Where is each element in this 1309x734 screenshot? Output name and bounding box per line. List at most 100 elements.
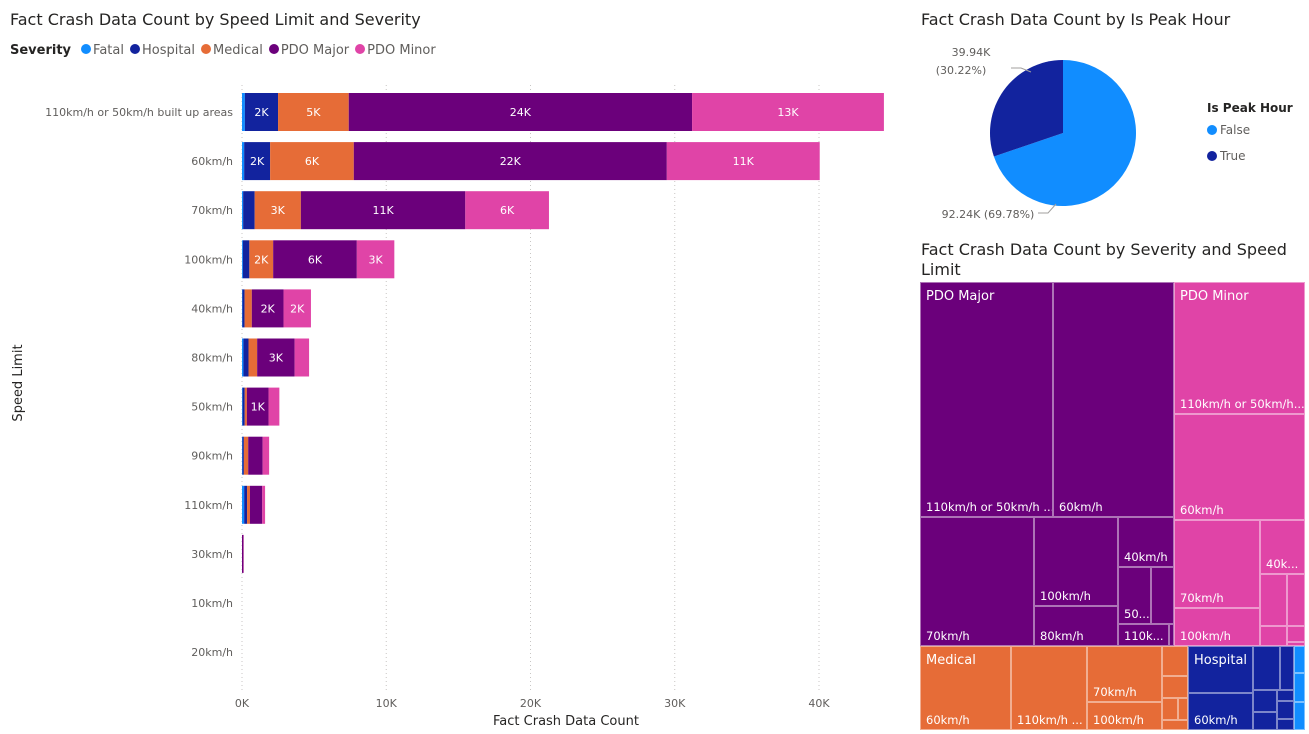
- pie-legend-true[interactable]: True: [1219, 149, 1246, 163]
- treemap-cell-medical[interactable]: Medical 60km/h: [920, 646, 1011, 730]
- y-tick-label: 80km/h: [191, 352, 233, 365]
- bar-segment-fatal: [242, 387, 243, 426]
- legend-item-fatal[interactable]: Fatal: [81, 43, 124, 58]
- treemap-cell-pdo-minor[interactable]: [1287, 642, 1305, 646]
- treemap-cell-hospital[interactable]: [1280, 646, 1294, 690]
- treemap-cell-fatal[interactable]: [1294, 646, 1305, 673]
- bar-segment-hospital: [244, 93, 279, 131]
- treemap-cell-hospital[interactable]: 60km/h: [1188, 693, 1253, 730]
- treemap-cell-pdo-major[interactable]: 60km/h: [1053, 282, 1174, 517]
- treemap-cell-pdo-minor[interactable]: 70km/h: [1174, 520, 1260, 608]
- treemap-cell-hospital[interactable]: [1253, 690, 1277, 712]
- pie-legend-false[interactable]: False: [1220, 123, 1250, 137]
- bar-segment-pdo-major: [257, 338, 295, 377]
- y-tick-label: 40km/h: [191, 302, 233, 315]
- treemap-cell-medical[interactable]: [1162, 720, 1188, 730]
- treemap-cell-label: 100km/h: [1093, 713, 1144, 727]
- treemap-group-label: PDO Minor: [1180, 289, 1249, 304]
- treemap-cell-pdo-minor[interactable]: 60km/h: [1174, 414, 1305, 520]
- treemap-cell-hospital[interactable]: [1253, 712, 1277, 730]
- legend-item-pdo-major[interactable]: PDO Major: [268, 43, 349, 58]
- treemap-cell-hospital[interactable]: [1277, 690, 1294, 701]
- bar-segment-fatal: [242, 240, 243, 279]
- treemap-cell-label: 100km/h: [1040, 589, 1091, 603]
- bar-segment-pdo-minor: [283, 289, 311, 328]
- bar-segment-hospital: [242, 289, 245, 328]
- y-tick-label: 20km/h: [191, 646, 233, 659]
- treemap-cell-hospital[interactable]: [1253, 646, 1280, 690]
- data-label: 3K: [368, 253, 383, 266]
- treemap-cell-label: 70km/h: [1093, 685, 1137, 699]
- bar-segment-pdo-major: [348, 93, 693, 131]
- x-tick-label: 20K: [520, 697, 542, 710]
- bar-segment-pdo-major: [353, 142, 667, 181]
- treemap-cell-pdo-major[interactable]: 100km/h: [1034, 517, 1118, 606]
- data-label: 2K: [290, 302, 305, 315]
- data-label: 6K: [500, 204, 515, 217]
- pie-slice-true: [990, 60, 1063, 157]
- data-label: 1K: [251, 401, 266, 414]
- bar-segment-pdo-minor: [262, 485, 266, 524]
- y-tick-label: 70km/h: [191, 204, 233, 217]
- legend-item-medical[interactable]: Medical: [201, 43, 263, 58]
- treemap-cell-pdo-minor[interactable]: 100km/h: [1174, 608, 1260, 646]
- data-label: 2K: [254, 106, 269, 119]
- bar-segment-medical: [249, 240, 274, 279]
- y-tick-label: 50km/h: [191, 401, 233, 414]
- legend-item-pdo-minor[interactable]: PDO Minor: [355, 43, 436, 58]
- treemap-cell-hospital[interactable]: Hospital: [1188, 646, 1253, 693]
- bar-legend: Severity Fatal Hospital Medical PDO Majo…: [10, 43, 436, 58]
- treemap-cell-medical[interactable]: [1162, 698, 1178, 720]
- treemap-cell-medical[interactable]: [1162, 646, 1188, 676]
- treemap-cell-pdo-minor[interactable]: [1260, 626, 1287, 646]
- treemap-cell-label: 70km/h: [926, 629, 970, 643]
- y-tick-label: 110km/h or 50km/h built up areas: [45, 106, 233, 119]
- treemap-cell-pdo-minor[interactable]: [1260, 574, 1287, 626]
- treemap-cell-pdo-minor[interactable]: PDO Minor 110km/h or 50km/h...: [1174, 282, 1305, 414]
- bar-segment-pdo-major: [300, 191, 466, 230]
- treemap-cell-hospital[interactable]: [1277, 701, 1294, 719]
- data-label: 6K: [308, 253, 323, 266]
- treemap-group-label: PDO Major: [926, 289, 995, 304]
- bar-segment-medical: [244, 289, 252, 328]
- bar-segment-hospital: [243, 191, 255, 230]
- treemap-cell-fatal[interactable]: [1294, 702, 1305, 730]
- bar-segment-medical: [254, 191, 301, 230]
- bar-segment-medical: [244, 387, 247, 426]
- data-label: 2K: [261, 302, 276, 315]
- treemap-cell-pdo-major[interactable]: [1169, 624, 1174, 646]
- treemap-cell-pdo-major[interactable]: 70km/h: [920, 517, 1034, 646]
- treemap-cell-pdo-major[interactable]: [1151, 567, 1174, 624]
- pie-label-true-value: 39.94K: [952, 46, 991, 59]
- bar-segment-pdo-major: [242, 534, 244, 573]
- treemap-cell-medical[interactable]: 70km/h: [1087, 646, 1162, 702]
- bar-segment-fatal: [242, 485, 245, 524]
- treemap-cell-pdo-minor[interactable]: [1287, 574, 1305, 626]
- pie-legend-false-dot: [1207, 125, 1217, 135]
- treemap-cell-pdo-minor[interactable]: [1287, 626, 1305, 642]
- treemap-cell-fatal[interactable]: [1294, 673, 1305, 702]
- pie-label-false: 92.24K (69.78%): [942, 208, 1035, 221]
- bar-chart-title: Fact Crash Data Count by Speed Limit and…: [10, 10, 421, 29]
- treemap-cell-pdo-major[interactable]: PDO Major 110km/h or 50km/h ...: [920, 282, 1053, 517]
- treemap-cell-medical[interactable]: 100km/h: [1087, 702, 1162, 730]
- pie-label-true-pct: (30.22%): [936, 64, 987, 77]
- treemap-cell-pdo-major[interactable]: 40km/h: [1118, 517, 1174, 567]
- treemap-cell-pdo-major[interactable]: 80km/h: [1034, 606, 1118, 646]
- treemap-cell-pdo-minor[interactable]: 40k...: [1260, 520, 1305, 574]
- treemap-cell-label: 110km/h or 50km/h...: [1180, 397, 1305, 411]
- treemap-cell-medical[interactable]: [1178, 698, 1188, 720]
- data-label: 2K: [250, 155, 265, 168]
- bar-segment-pdo-minor: [268, 387, 280, 426]
- treemap-cell-medical[interactable]: 110km/h ...: [1011, 646, 1087, 730]
- y-tick-label: 10km/h: [191, 597, 233, 610]
- treemap-cell-label: 50...: [1124, 607, 1150, 621]
- treemap-cell-pdo-major[interactable]: 50...: [1118, 567, 1151, 624]
- treemap-cell-medical[interactable]: [1162, 676, 1188, 698]
- bar-segment-hospital: [242, 387, 245, 426]
- legend-item-hospital[interactable]: Hospital: [129, 43, 195, 58]
- pie-chart-title: Fact Crash Data Count by Is Peak Hour: [921, 10, 1231, 29]
- treemap-cell-hospital[interactable]: [1277, 719, 1294, 730]
- treemap-cell-pdo-major[interactable]: 110k...: [1118, 624, 1169, 646]
- treemap-group-label: Hospital: [1194, 653, 1248, 668]
